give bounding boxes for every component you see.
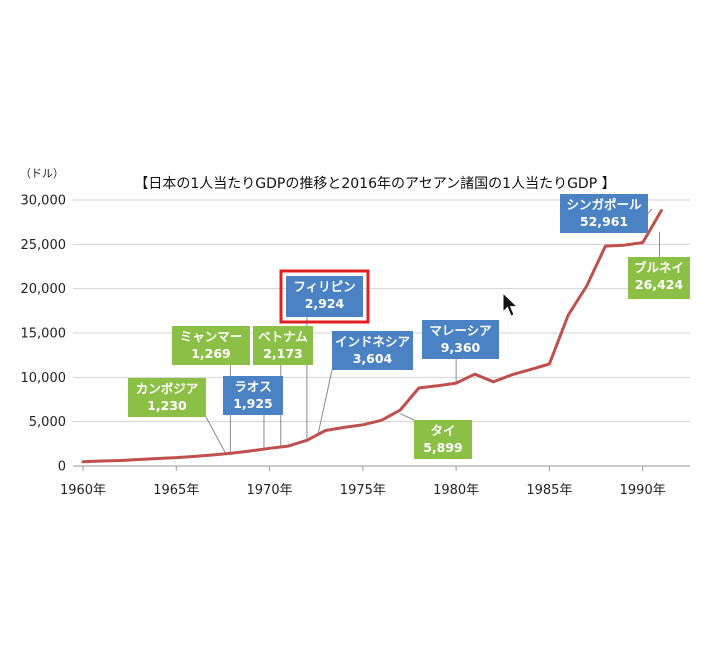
x-tick-label: 1980年: [433, 483, 479, 498]
x-tick-label: 1970年: [247, 483, 293, 498]
callout-1: ミャンマー 1,269: [172, 326, 250, 365]
callout-leader: [317, 369, 333, 435]
x-tick-label: 1975年: [340, 483, 386, 498]
x-tick-label: 1960年: [60, 483, 106, 498]
callout-value: 1,925: [233, 396, 273, 411]
callout-6: タイ 5,899: [414, 420, 472, 459]
gdp-line: [81, 209, 663, 464]
chart-title: 【日本の1人当たりGDPの推移と2016年のアセアン諸国の1人当たりGDP 】: [134, 176, 615, 192]
callout-2: ラオス 1,925: [223, 376, 283, 415]
mouse-cursor-icon: [502, 292, 519, 317]
callout-value: 2,173: [263, 346, 303, 361]
y-tick-label: 10,000: [21, 371, 67, 386]
y-tick-label: 15,000: [21, 327, 67, 342]
callout-value: 5,899: [423, 440, 463, 455]
callout-box: [332, 331, 413, 370]
callout-label: インドネシア: [335, 334, 410, 349]
callout-value: 26,424: [635, 277, 684, 292]
callout-leader: [399, 413, 415, 421]
callout-label: ベトナム: [258, 329, 308, 344]
callout-box: [560, 194, 648, 233]
callout-box: [172, 326, 250, 365]
callout-value: 52,961: [580, 214, 628, 229]
callout-3: ベトナム 2,173: [253, 326, 313, 365]
y-tick-label: 30,000: [21, 194, 67, 209]
callout-label: マレーシア: [429, 323, 491, 338]
y-axis-unit: （ドル）: [20, 167, 64, 180]
callout-box: [422, 320, 499, 359]
x-tick-label: 1965年: [153, 483, 199, 498]
callout-5: インドネシア 3,604: [332, 331, 413, 370]
series-lines: [81, 209, 663, 464]
highlight-frame: [279, 269, 370, 324]
y-tick-label: 5,000: [29, 415, 66, 430]
callout-7: マレーシア 9,360: [422, 320, 499, 359]
callout-box: [223, 376, 283, 415]
callout-box: [253, 326, 313, 365]
y-tick-label: 20,000: [21, 282, 67, 297]
y-tick-label: 25,000: [21, 238, 67, 253]
callout-leader: [647, 208, 653, 214]
x-tick-label: 1985年: [526, 483, 572, 498]
x-axis-ticks: 1960年 1965年 1970年 1975年 1980年 1985年 1990年: [60, 466, 666, 498]
callout-value: 2,924: [305, 296, 345, 311]
callout-0: カンボジア 1,230: [128, 378, 206, 417]
callout-label: ミャンマー: [180, 329, 243, 344]
y-tick-label: 0: [58, 460, 66, 475]
callout-label: シンガポール: [566, 197, 642, 212]
callout-label: タイ: [430, 423, 455, 438]
y-axis-ticks: 0 5,000 10,000 15,000 20,000 25,000 30,000: [21, 194, 67, 475]
callout-label: カンボジア: [136, 381, 199, 396]
x-tick-label: 1990年: [620, 483, 666, 498]
callout-label: ラオス: [234, 379, 272, 394]
callout-8: シンガポール 52,961: [560, 194, 648, 233]
callout-box: [286, 276, 363, 317]
callout-value: 9,360: [441, 340, 481, 355]
callout-value: 1,230: [147, 398, 187, 413]
callout-box: [628, 257, 690, 299]
callout-box: [128, 378, 206, 417]
callout-label: ブルネイ: [634, 260, 684, 275]
callout-leader: [205, 416, 228, 456]
callout-4: フィリピン 2,924: [279, 269, 370, 324]
callouts: カンボジア 1,230 ミャンマー 1,269 ラオス 1,925 ベトナム 2,173 フィリ…: [128, 194, 690, 459]
callout-value: 3,604: [353, 351, 393, 366]
callout-value: 1,269: [191, 346, 231, 361]
callout-label: フィリピン: [293, 279, 355, 294]
callout-box: [414, 420, 472, 459]
callout-9: ブルネイ 26,424: [628, 257, 690, 299]
